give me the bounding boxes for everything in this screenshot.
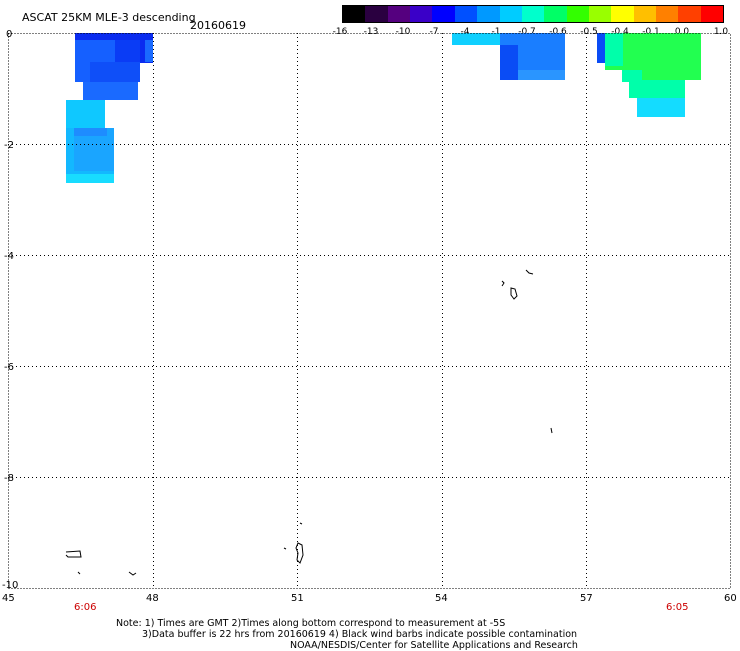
map-date: 20160619 (190, 19, 246, 32)
colorbar-segment (700, 6, 724, 22)
coastlines (65, 269, 553, 576)
lat-tick-label: -2 (4, 140, 14, 151)
swath-cell (500, 45, 518, 80)
lat-tick-label: 0 (6, 29, 13, 40)
swath-cell (90, 62, 140, 82)
lon-tick-label: 51 (291, 593, 304, 604)
colorbar-label: 1.0 (713, 27, 729, 37)
island (65, 550, 82, 558)
swath-cell (637, 98, 685, 117)
island (550, 427, 553, 434)
island (128, 571, 137, 576)
lon-tick-label: 48 (146, 593, 159, 604)
lat-tick-label: -8 (4, 473, 14, 484)
colorbar-label: -0.7 (518, 27, 536, 37)
colorbar (342, 5, 724, 23)
colorbar-segment (544, 6, 567, 22)
colorbar-segment (678, 6, 701, 22)
time-label-left: 6:06 (74, 602, 97, 613)
colorbar-segment (410, 6, 433, 22)
swath-cell (452, 33, 500, 45)
lon-tick-label: 57 (580, 593, 593, 604)
swath-cell (597, 33, 605, 63)
island (510, 287, 518, 300)
colorbar-label: -13 (363, 27, 379, 37)
colorbar-segment (432, 6, 455, 22)
footer-note-line2: 3)Data buffer is 22 hrs from 20160619 4)… (142, 629, 578, 640)
lon-tick-label: 54 (435, 593, 448, 604)
swath-cell (74, 128, 107, 136)
colorbar-label: -10 (395, 27, 411, 37)
swath-cell (629, 80, 685, 98)
colorbar-label: -0.4 (611, 27, 629, 37)
footer-credit: NOAA/NESDIS/Center for Satellite Applica… (290, 640, 578, 651)
colorbar-segment (387, 6, 411, 22)
colorbar-segment (499, 6, 522, 22)
map-title: ASCAT 25KM MLE-3 descending (22, 11, 196, 24)
colorbar-label: 0.0 (674, 27, 690, 37)
graticule (8, 33, 731, 588)
colorbar-segment (656, 6, 679, 22)
swath-cell (605, 33, 623, 66)
lat-tick-label: -6 (4, 362, 14, 373)
colorbar-segment (521, 6, 545, 22)
island (525, 269, 534, 275)
colorbar-label: -1 (491, 27, 501, 37)
swath-cell (622, 70, 642, 82)
colorbar-segment (566, 6, 589, 22)
island (501, 280, 505, 287)
lon-tick-label: 45 (2, 593, 15, 604)
map-frame (8, 33, 731, 589)
colorbar-label: -7 (429, 27, 439, 37)
colorbar-segment (477, 6, 500, 22)
island (299, 522, 303, 525)
swath-cell (518, 70, 565, 80)
colorbar-segment (588, 6, 612, 22)
swath-cell (145, 40, 153, 62)
colorbar-label: -0.5 (580, 27, 598, 37)
colorbar-segment (611, 6, 634, 22)
lat-tick-label: -10 (2, 580, 19, 591)
time-label-right: 6:05 (666, 602, 689, 613)
colorbar-label: -16 (332, 27, 348, 37)
wind-swaths (66, 33, 701, 183)
lon-tick-label: 60 (724, 593, 737, 604)
lat-tick-label: -4 (4, 251, 14, 262)
colorbar-label: -0.1 (642, 27, 660, 37)
island (295, 542, 304, 564)
colorbar-label: -4 (460, 27, 470, 37)
colorbar-segment (343, 6, 366, 22)
colorbar-segment (454, 6, 478, 22)
footer-note-line1: Note: 1) Times are GMT 2)Times along bot… (116, 618, 506, 629)
colorbar-segment (365, 6, 388, 22)
colorbar-segment (633, 6, 657, 22)
swath-cell (66, 174, 114, 183)
swath-cell (83, 82, 138, 100)
island (283, 547, 287, 550)
swath-cell (66, 100, 105, 128)
colorbar-label: -0.6 (549, 27, 567, 37)
swath-cell (622, 70, 701, 80)
island (77, 571, 81, 575)
